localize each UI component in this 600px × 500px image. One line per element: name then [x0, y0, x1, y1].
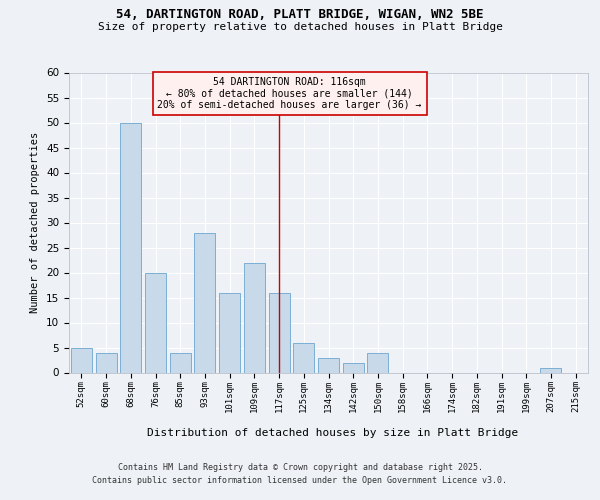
Bar: [541, 368, 562, 372]
Bar: [120, 122, 141, 372]
Bar: [170, 352, 191, 372]
Text: 54 DARTINGTON ROAD: 116sqm
← 80% of detached houses are smaller (144)
20% of sem: 54 DARTINGTON ROAD: 116sqm ← 80% of deta…: [157, 77, 422, 110]
Bar: [244, 262, 265, 372]
Text: Contains HM Land Registry data © Crown copyright and database right 2025.: Contains HM Land Registry data © Crown c…: [118, 462, 482, 471]
Bar: [293, 342, 314, 372]
Text: Size of property relative to detached houses in Platt Bridge: Size of property relative to detached ho…: [97, 22, 503, 32]
Bar: [343, 362, 364, 372]
Bar: [269, 292, 290, 372]
Text: Distribution of detached houses by size in Platt Bridge: Distribution of detached houses by size …: [148, 428, 518, 438]
Bar: [95, 352, 116, 372]
Bar: [71, 348, 92, 372]
Bar: [318, 358, 339, 372]
Text: Contains public sector information licensed under the Open Government Licence v3: Contains public sector information licen…: [92, 476, 508, 485]
Bar: [367, 352, 388, 372]
Bar: [145, 272, 166, 372]
Bar: [219, 292, 240, 372]
Text: 54, DARTINGTON ROAD, PLATT BRIDGE, WIGAN, WN2 5BE: 54, DARTINGTON ROAD, PLATT BRIDGE, WIGAN…: [116, 8, 484, 20]
Y-axis label: Number of detached properties: Number of detached properties: [31, 132, 40, 313]
Bar: [194, 232, 215, 372]
